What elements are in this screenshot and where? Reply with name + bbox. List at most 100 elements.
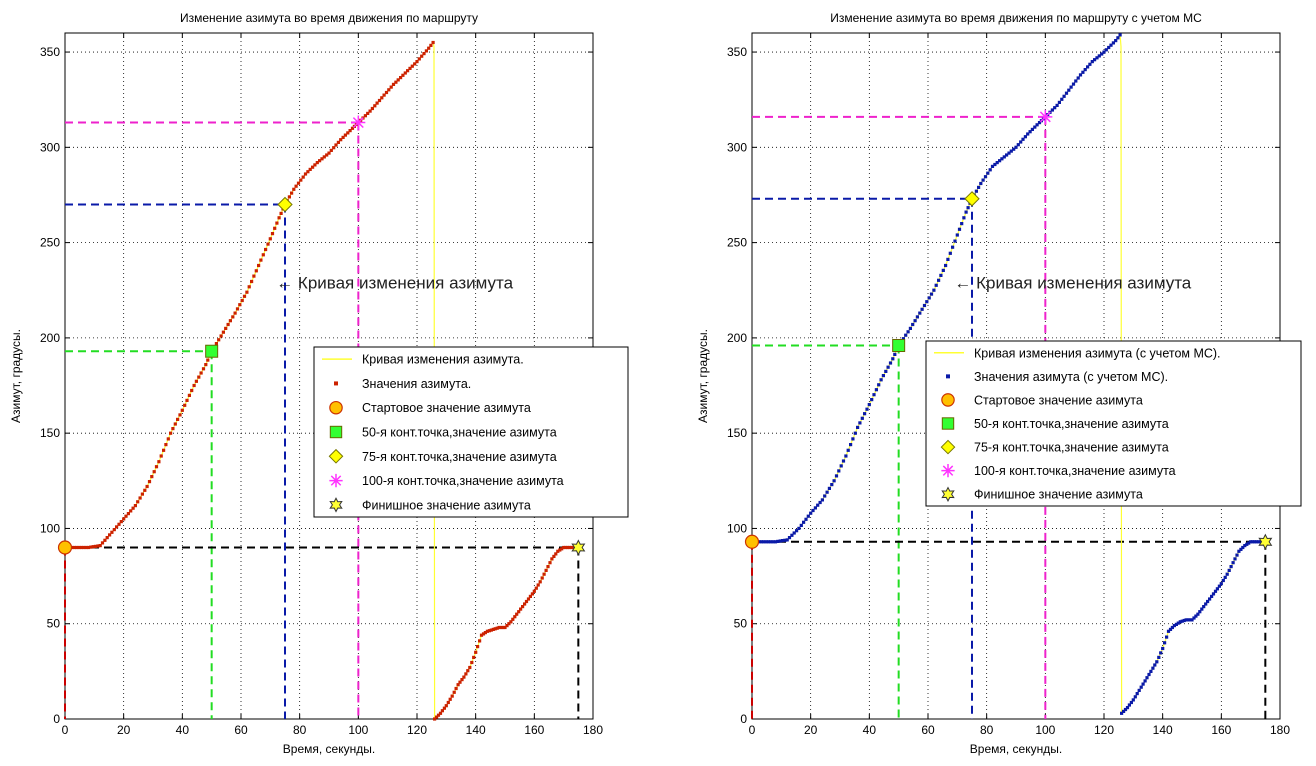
azimuth-value-point <box>986 171 990 175</box>
marker-asterisk <box>351 115 366 130</box>
legend-label: Значения азимута. <box>362 377 471 391</box>
azimuth-value-point <box>944 263 948 268</box>
azimuth-value-point <box>82 545 86 550</box>
azimuth-value-point <box>204 363 208 367</box>
azimuth-value-point <box>558 548 562 552</box>
azimuth-value-point <box>110 530 114 534</box>
azimuth-value-point <box>1074 79 1078 83</box>
x-tick-label: 40 <box>176 723 190 737</box>
azimuth-value-point <box>915 315 919 319</box>
azimuth-value-point <box>1021 137 1025 141</box>
azimuth-value-point <box>548 561 552 565</box>
marker-square <box>892 339 906 353</box>
azimuth-value-point <box>228 319 232 323</box>
azimuth-value-point <box>1139 685 1143 689</box>
azimuth-value-point <box>1057 100 1061 104</box>
azimuth-value-point <box>339 138 343 142</box>
y-tick-label: 300 <box>40 140 60 154</box>
azimuth-value-point <box>431 40 435 45</box>
y-tick-label: 100 <box>727 521 747 535</box>
azimuth-value-point <box>245 290 249 294</box>
azimuth-value-point <box>159 454 163 458</box>
azimuth-value-point <box>336 140 340 144</box>
x-tick-label: 120 <box>1094 723 1114 737</box>
azimuth-value-point <box>424 49 428 53</box>
azimuth-value-point <box>287 195 291 199</box>
azimuth-value-point <box>238 303 242 307</box>
azimuth-value-point <box>474 650 478 654</box>
azimuth-value-point <box>851 437 855 441</box>
azimuth-value-point <box>1149 669 1153 673</box>
azimuth-value-point <box>830 483 834 487</box>
azimuth-value-point <box>1204 602 1208 606</box>
azimuth-value-point <box>380 96 384 100</box>
azimuth-value-point <box>124 514 128 518</box>
azimuth-value-point <box>778 539 782 543</box>
legend-label: Финишное значение азимута <box>362 498 531 512</box>
azimuth-value-point <box>1067 88 1071 92</box>
legend-label: Значения азимута (с учетом МС). <box>974 370 1168 384</box>
azimuth-value-point <box>1196 612 1200 616</box>
azimuth-value-point <box>472 655 476 659</box>
azimuth-value-point <box>479 633 484 637</box>
azimuth-value-point <box>115 525 119 529</box>
azimuth-value-point <box>528 594 532 598</box>
azimuth-value-point <box>948 251 952 255</box>
azimuth-value-point <box>440 709 444 713</box>
azimuth-value-point <box>143 488 147 492</box>
azimuth-value-point <box>536 583 540 587</box>
azimuth-value-point <box>1028 130 1032 134</box>
azimuth-value-point <box>308 167 312 171</box>
y-tick-label: 0 <box>740 712 747 726</box>
legend: Кривая изменения азимута (с учетом МС). З… <box>925 340 1302 507</box>
azimuth-value-point <box>1159 651 1163 655</box>
azimuth-value-point <box>1116 36 1120 40</box>
azimuth-value-point <box>98 544 102 548</box>
azimuth-value-point <box>962 216 966 220</box>
azimuth-value-point <box>503 625 507 630</box>
azimuth-value-point <box>1064 91 1069 95</box>
azimuth-value-point <box>154 465 159 469</box>
azimuth-value-point <box>1135 692 1139 696</box>
y-tick-label: 350 <box>727 45 747 59</box>
azimuth-value-point <box>138 496 142 500</box>
azimuth-value-point <box>1019 140 1023 144</box>
azimuth-value-point <box>348 129 352 133</box>
azimuth-value-point <box>427 46 431 50</box>
azimuth-value-point <box>1120 711 1124 715</box>
azimuth-value-point <box>1127 703 1131 707</box>
y-tick-label: 150 <box>40 426 60 440</box>
azimuth-value-point <box>881 374 885 378</box>
azimuth-value-point <box>126 512 130 516</box>
azimuth-value-point <box>1245 542 1249 546</box>
legend-label: Финишное значение азимута <box>974 488 1143 502</box>
azimuth-value-point <box>839 464 843 468</box>
azimuth-value-point <box>534 586 538 590</box>
azimuth-value-point <box>346 131 350 135</box>
x-tick-label: 100 <box>1035 723 1055 737</box>
azimuth-value-point <box>178 413 182 417</box>
azimuth-value-point <box>879 378 883 382</box>
azimuth-value-point <box>1225 572 1229 576</box>
azimuth-value-point <box>169 431 173 435</box>
azimuth-value-point <box>546 565 550 569</box>
azimuth-value-point <box>363 114 367 118</box>
azimuth-value-point <box>865 407 869 411</box>
azimuth-value-point <box>294 184 298 188</box>
azimuth-value-point <box>1210 594 1214 598</box>
azimuth-value-point <box>254 269 258 273</box>
azimuth-value-point <box>519 607 523 611</box>
azimuth-value-point <box>91 545 95 549</box>
y-tick-label: 200 <box>727 331 747 345</box>
azimuth-value-point <box>219 334 223 338</box>
azimuth-value-point <box>79 545 83 550</box>
azimuth-value-point <box>131 506 135 510</box>
azimuth-value-point <box>567 545 572 550</box>
azimuth-value-point <box>341 135 345 139</box>
y-axis-label: Азимут, градусы. <box>9 329 23 423</box>
legend-label: Стартовое значение азимута <box>974 393 1143 407</box>
azimuth-value-point <box>891 357 895 361</box>
legend-marker-hexagram <box>329 497 343 513</box>
azimuth-value-point <box>384 90 389 95</box>
azimuth-value-point <box>1030 127 1034 131</box>
